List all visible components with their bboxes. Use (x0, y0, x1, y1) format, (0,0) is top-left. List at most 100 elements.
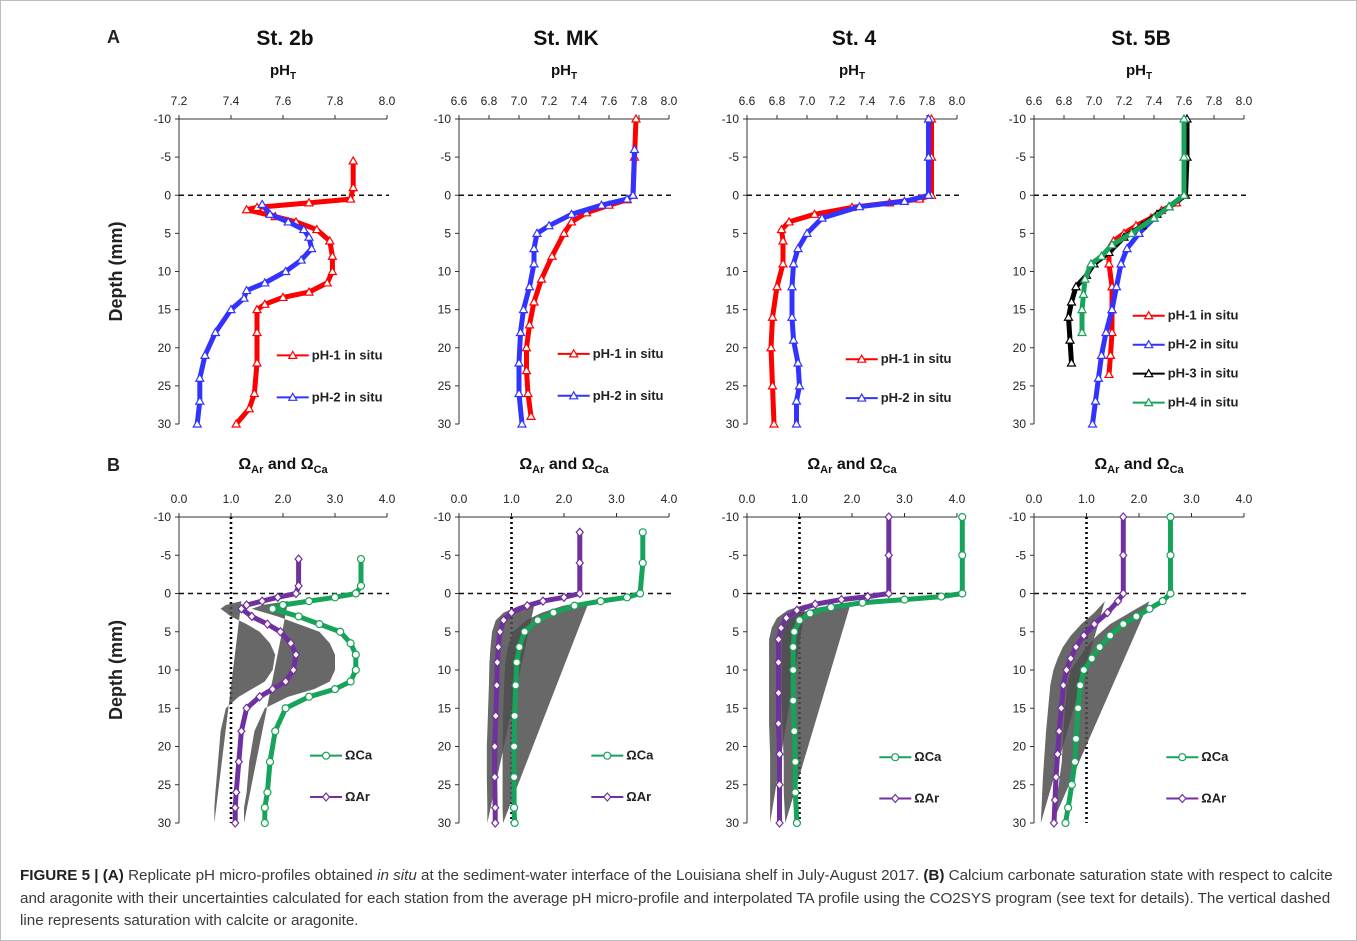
panel-a-st-2b: St. 2b pHT 7.2 7.4 7.6 7.8 8.0 -10 -5 0 5 10 15 20 25 3… (154, 27, 396, 431)
data-point (242, 703, 251, 714)
legend-marker (891, 753, 900, 762)
data-point (765, 342, 777, 352)
data-point (356, 554, 366, 564)
panel-a-letter: A (107, 27, 120, 47)
data-point (1118, 550, 1128, 561)
y-tick-label: 25 (438, 778, 452, 792)
legend-marker (1178, 793, 1187, 804)
y-tick-label: 5 (732, 625, 739, 639)
data-point (491, 710, 501, 721)
data-point (520, 627, 529, 636)
data-point (923, 113, 934, 123)
data-point (348, 182, 359, 192)
data-point (251, 304, 263, 314)
legend-label: ΩAr (345, 789, 370, 804)
x-tick-label: 6.8 (481, 94, 498, 108)
data-point (533, 616, 542, 625)
y-tick-label: 20 (726, 740, 740, 754)
data-point (786, 281, 798, 291)
x-tick-label: 4.0 (661, 492, 678, 506)
ph-axis-title: pHT (270, 62, 296, 82)
data-point (559, 592, 569, 603)
data-point (638, 558, 647, 568)
data-point (237, 726, 246, 737)
data-point (1118, 512, 1128, 522)
data-point (767, 312, 778, 321)
data-point (768, 418, 780, 428)
data-point (1076, 327, 1088, 337)
ph-axis-title: pHT (1126, 62, 1152, 82)
data-point (192, 418, 203, 428)
ph-axis-title: pHT (839, 62, 865, 82)
y-tick-label: 30 (438, 816, 452, 830)
data-point (575, 557, 585, 568)
data-point (525, 411, 537, 420)
y-tick-label: 20 (726, 341, 740, 355)
data-point (1166, 512, 1175, 522)
data-point (518, 304, 529, 314)
series-line (516, 149, 637, 425)
data-point (283, 216, 294, 226)
data-point (345, 193, 356, 203)
data-point (791, 757, 800, 766)
data-point (937, 592, 946, 601)
data-point (774, 634, 783, 645)
caption-b-text: Calcium carbonate saturation state with … (20, 867, 1333, 929)
data-point (289, 665, 298, 675)
x-tick-label: 7.4 (223, 94, 240, 108)
y-tick-label: 5 (444, 226, 451, 240)
y-tick-label: 30 (1013, 417, 1027, 431)
legend-label: ΩAr (914, 791, 939, 806)
y-tick-label: 30 (158, 816, 172, 830)
data-point (805, 609, 815, 618)
y-tick-label: 0 (444, 188, 451, 202)
data-point (1073, 704, 1083, 713)
data-point (492, 680, 502, 691)
omega-axis-title: ΩAr and ΩCa (1094, 456, 1184, 476)
data-point (1051, 772, 1061, 783)
data-point (1057, 703, 1066, 714)
x-tick-label: 8.0 (949, 94, 966, 108)
x-tick-label: 7.6 (1176, 94, 1193, 108)
data-point (1121, 243, 1133, 253)
data-point (281, 676, 290, 687)
x-tick-label: 1.0 (1078, 492, 1095, 506)
data-point (1066, 296, 1077, 306)
legend-marker (568, 390, 579, 400)
y-tick-label: 15 (726, 701, 740, 715)
data-point (958, 551, 967, 560)
legend-marker (1143, 339, 1154, 349)
data-point (1106, 304, 1118, 314)
data-point (230, 818, 240, 828)
data-point (257, 199, 268, 208)
data-point (826, 603, 836, 612)
data-point (638, 528, 647, 537)
data-point (346, 639, 355, 648)
data-point (306, 243, 317, 253)
data-point (238, 292, 250, 302)
x-tick-label: 4.0 (1236, 492, 1253, 506)
x-tick-label: 7.2 (171, 94, 188, 108)
data-point (1100, 327, 1112, 337)
data-point (575, 527, 585, 538)
data-point (777, 235, 789, 245)
data-point (255, 691, 264, 702)
y-tick-label: 10 (158, 663, 172, 677)
data-point (794, 380, 805, 390)
y-tick-label: 20 (1013, 740, 1027, 754)
omega-axis-title: ΩAr and ΩCa (238, 456, 328, 476)
data-point (522, 600, 532, 611)
data-point (280, 266, 291, 276)
data-point (775, 818, 784, 828)
series-line (232, 559, 302, 823)
y-tick-label: 5 (732, 226, 739, 240)
y-tick-label: 15 (158, 701, 172, 715)
y-tick-label: -5 (440, 548, 451, 562)
y-tick-label: 10 (158, 265, 172, 279)
y-tick-label: -10 (722, 510, 740, 524)
data-point (1106, 631, 1115, 640)
data-point (234, 756, 244, 767)
series-line (776, 517, 892, 823)
data-point (549, 608, 558, 617)
data-point (1158, 597, 1167, 606)
